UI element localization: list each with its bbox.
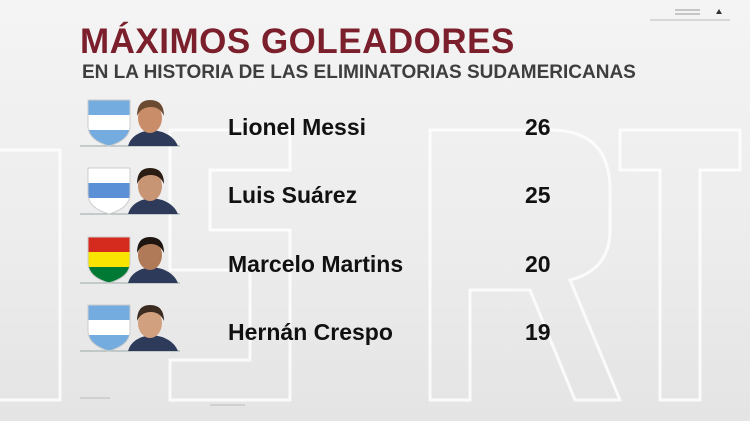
goal-count: 25 — [525, 182, 551, 208]
scorer-row: Hernán Crespo 19 — [0, 303, 750, 363]
player-name: Hernán Crespo — [228, 319, 393, 345]
scorer-row: Luis Suárez 25 — [0, 166, 750, 226]
goal-count: 19 — [525, 319, 551, 345]
goal-count: 20 — [525, 251, 551, 277]
player-badge — [80, 304, 180, 352]
player-name: Marcelo Martins — [228, 251, 404, 277]
subtitle: EN LA HISTORIA DE LAS ELIMINATORIAS SUDA… — [82, 62, 636, 83]
scorer-row: Lionel Messi 26 — [0, 98, 750, 158]
player-badge — [80, 167, 180, 215]
player-badge — [80, 99, 180, 147]
player-badge — [80, 236, 180, 284]
scorer-row: Marcelo Martins 20 — [0, 235, 750, 295]
player-name: Lionel Messi — [228, 114, 367, 140]
title: MÁXIMOS GOLEADORES — [80, 22, 515, 61]
player-name: Luis Suárez — [228, 182, 358, 208]
goal-count: 26 — [525, 114, 551, 140]
